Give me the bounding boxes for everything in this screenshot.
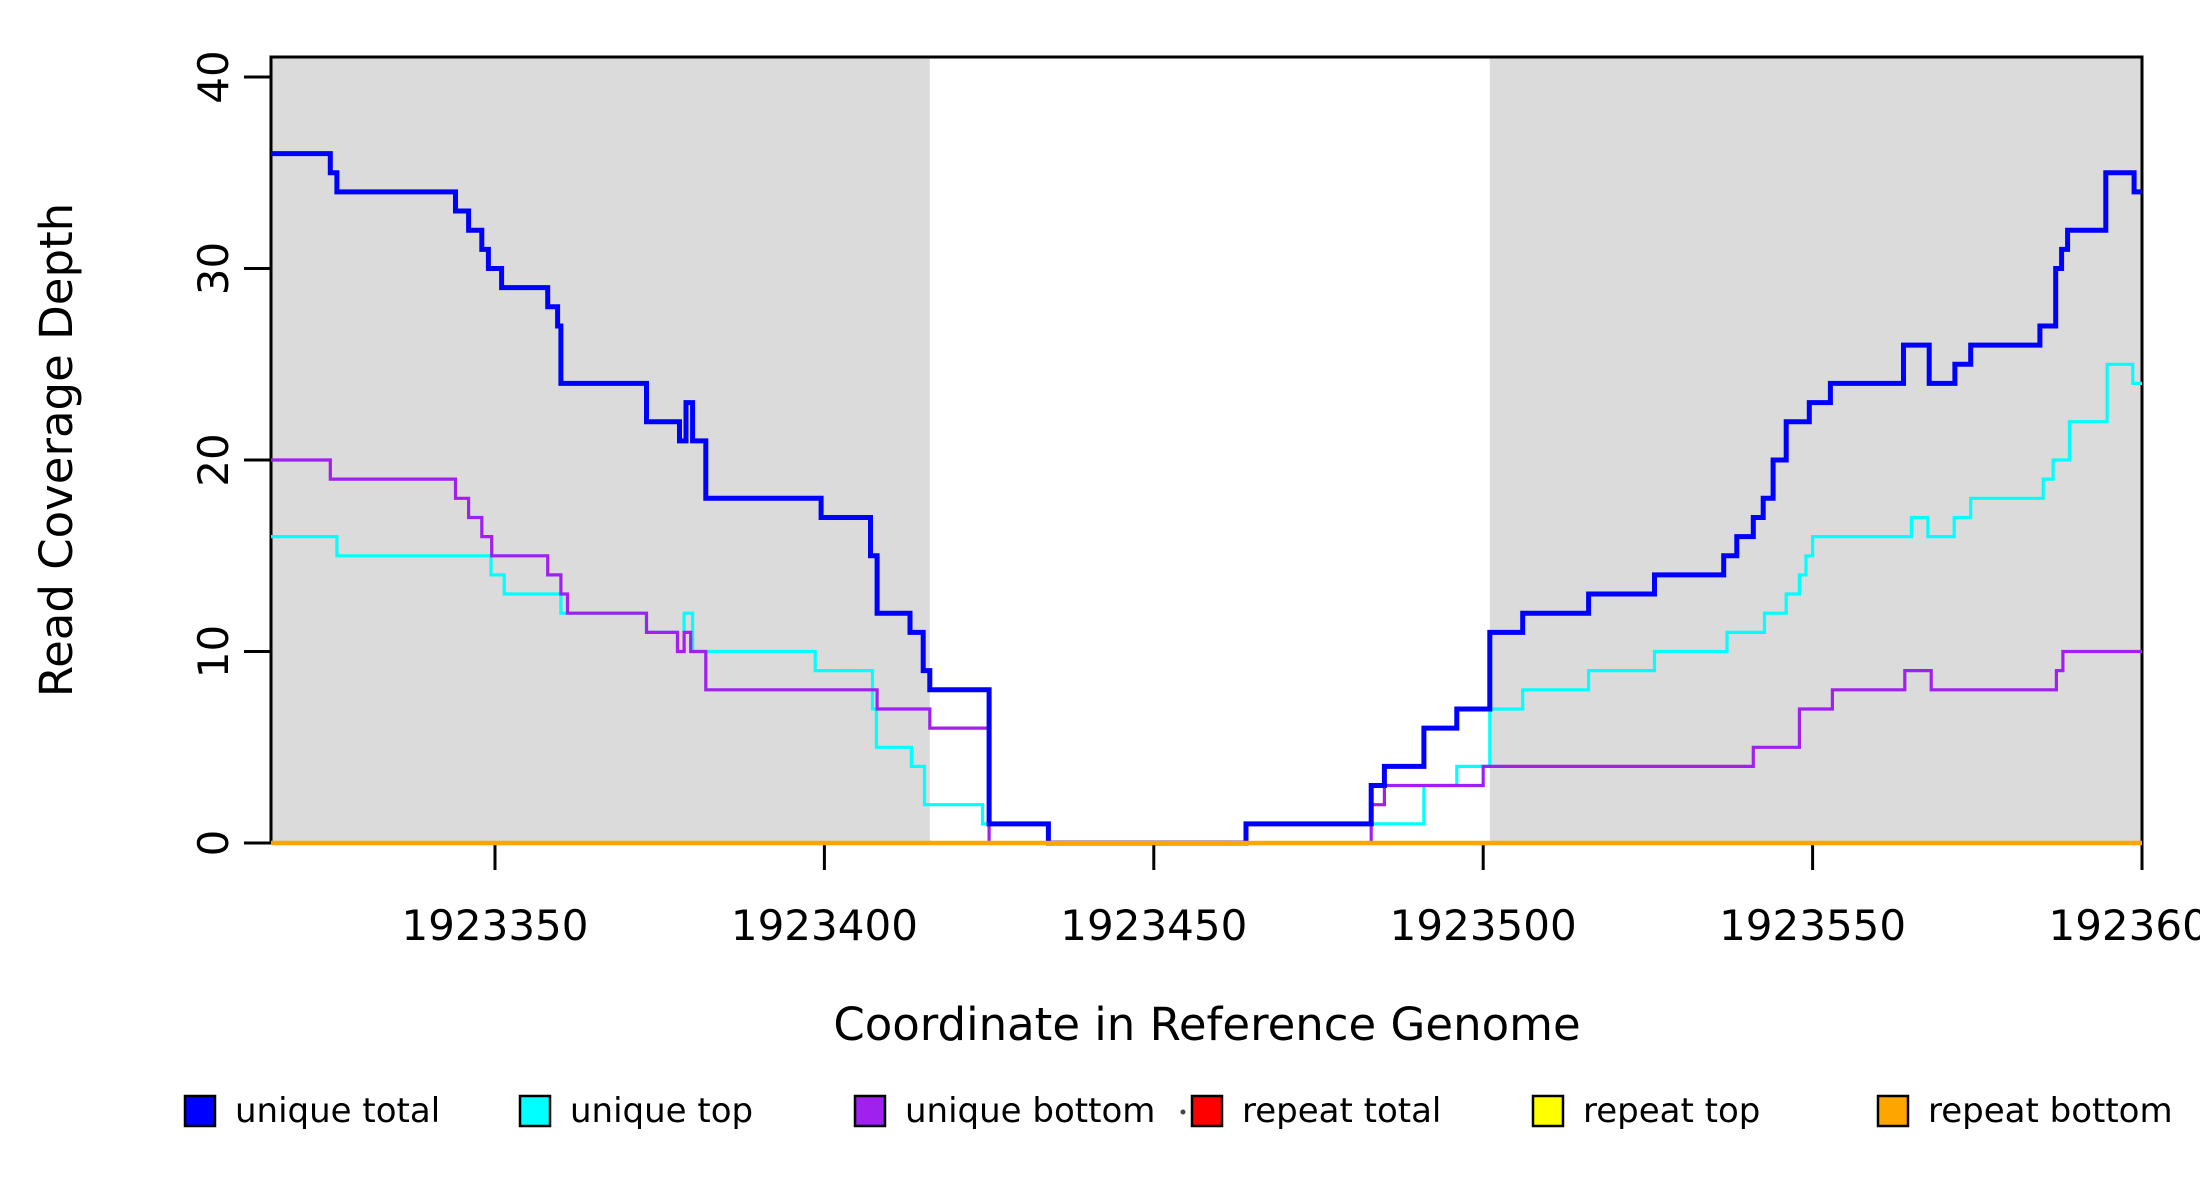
coverage-series-lines (271, 151, 2142, 846)
legend-item-unique-bottom: unique bottom (853, 1091, 1155, 1131)
x-tick-label: 1923500 (1390, 901, 1577, 950)
legend-label: repeat bottom (1928, 1091, 2173, 1131)
legend-swatch-unique-bottom (853, 1094, 887, 1128)
series-line-unique-bottom (271, 458, 2142, 845)
shaded-region-0 (271, 57, 930, 843)
legend-item-repeat-total: repeat total (1190, 1091, 1441, 1131)
legend-label: repeat top (1583, 1091, 1760, 1131)
shaded-regions (271, 57, 2142, 843)
legend-label: repeat total (1242, 1091, 1441, 1131)
legend: unique total unique top unique bottom repea… (183, 1091, 2173, 1131)
legend-item-repeat-top: repeat top (1531, 1091, 1760, 1131)
axis-ticks (244, 75, 2144, 870)
legend-item-unique-total: unique total (183, 1091, 440, 1131)
x-tick-label: 1923550 (1719, 901, 1906, 950)
legend-label: unique bottom (905, 1091, 1155, 1131)
y-axis-title: Read Coverage Depth (30, 203, 83, 697)
y-tick-label: 30 (189, 242, 238, 295)
axis-tick-labels: 1923350 1923400 1923450 1923500 1923550 19236… (189, 50, 2200, 950)
legend-swatch-unique-top (518, 1094, 552, 1128)
y-tick-label: 20 (189, 433, 238, 486)
stray-dot (1180, 1109, 1186, 1115)
legend-swatch-repeat-top (1531, 1094, 1565, 1128)
x-axis-title: Coordinate in Reference Genome (833, 998, 1580, 1051)
legend-item-repeat-bottom: repeat bottom (1876, 1091, 2173, 1131)
legend-item-unique-top: unique top (518, 1091, 753, 1131)
y-tick-label: 40 (189, 50, 238, 103)
legend-label: unique total (235, 1091, 440, 1131)
y-tick-label: 10 (189, 625, 238, 678)
legend-swatch-unique-total (183, 1094, 217, 1128)
legend-swatch-repeat-bottom (1876, 1094, 1910, 1128)
x-tick-label: 1923450 (1060, 901, 1247, 950)
series-line-unique-total (271, 151, 2142, 846)
legend-swatch-repeat-total (1190, 1094, 1224, 1128)
shaded-region-1 (1489, 57, 2142, 843)
y-tick-label: 0 (189, 830, 238, 857)
x-tick-label: 1923400 (731, 901, 918, 950)
x-tick-label: 1923350 (401, 901, 588, 950)
legend-label: unique top (570, 1091, 753, 1131)
